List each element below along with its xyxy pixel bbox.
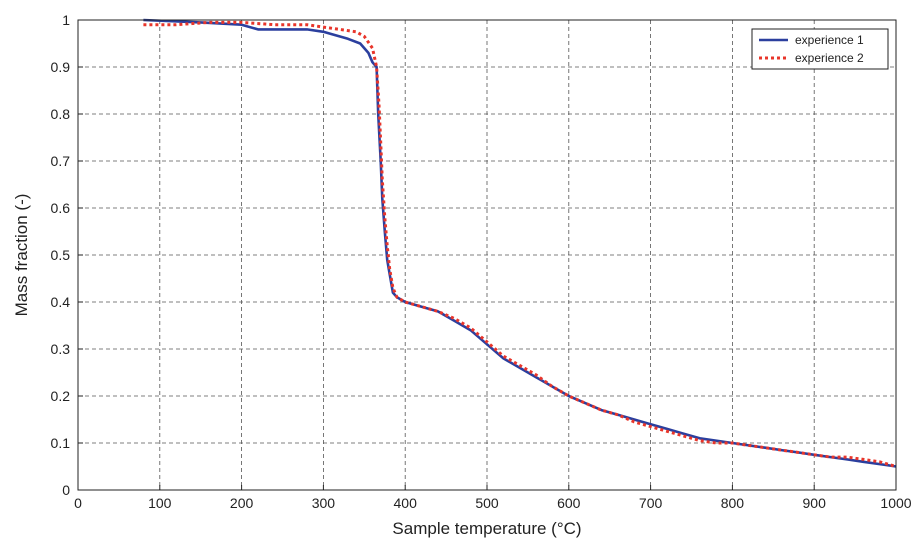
x-tick-label: 100 bbox=[148, 495, 172, 511]
y-axis-ticks: 0 0.1 0.2 0.3 0.4 0.5 0.6 0.7 0.8 0.9 1 bbox=[51, 12, 83, 498]
x-tick-label: 900 bbox=[803, 495, 827, 511]
legend-label-experience-1: experience 1 bbox=[795, 33, 864, 47]
x-tick-label: 800 bbox=[721, 495, 745, 511]
y-tick-label: 0.1 bbox=[51, 435, 71, 451]
x-tick-label: 400 bbox=[394, 495, 418, 511]
x-tick-label: 300 bbox=[312, 495, 336, 511]
y-tick-label: 0.9 bbox=[51, 59, 71, 75]
x-tick-label: 600 bbox=[557, 495, 581, 511]
x-tick-label: 200 bbox=[230, 495, 254, 511]
y-tick-label: 0.7 bbox=[51, 153, 71, 169]
y-tick-label: 0.3 bbox=[51, 341, 71, 357]
x-tick-label: 1000 bbox=[880, 495, 911, 511]
series-line-experience-2 bbox=[143, 20, 897, 468]
y-tick-label: 0.5 bbox=[51, 247, 71, 263]
x-tick-label: 0 bbox=[74, 495, 82, 511]
x-tick-label: 500 bbox=[475, 495, 499, 511]
y-tick-label: 1 bbox=[62, 12, 70, 28]
grid bbox=[78, 20, 896, 490]
x-axis-ticks: 0 100 200 300 400 500 600 700 800 900 1000 bbox=[74, 485, 912, 511]
y-tick-label: 0.6 bbox=[51, 200, 71, 216]
y-tick-label: 0 bbox=[62, 482, 70, 498]
plot-area bbox=[143, 18, 897, 468]
x-tick-label: 700 bbox=[639, 495, 663, 511]
x-axis-label: Sample temperature (°C) bbox=[392, 519, 581, 538]
legend-box bbox=[751, 28, 889, 70]
legend-label-experience-2: experience 2 bbox=[795, 51, 864, 65]
legend: experience 1 experience 2 bbox=[751, 28, 889, 70]
y-axis-label: Mass fraction (-) bbox=[12, 194, 31, 317]
y-tick-label: 0.8 bbox=[51, 106, 71, 122]
y-tick-label: 0.4 bbox=[51, 294, 71, 310]
y-tick-label: 0.2 bbox=[51, 388, 71, 404]
series-line-experience-1 bbox=[143, 18, 897, 468]
